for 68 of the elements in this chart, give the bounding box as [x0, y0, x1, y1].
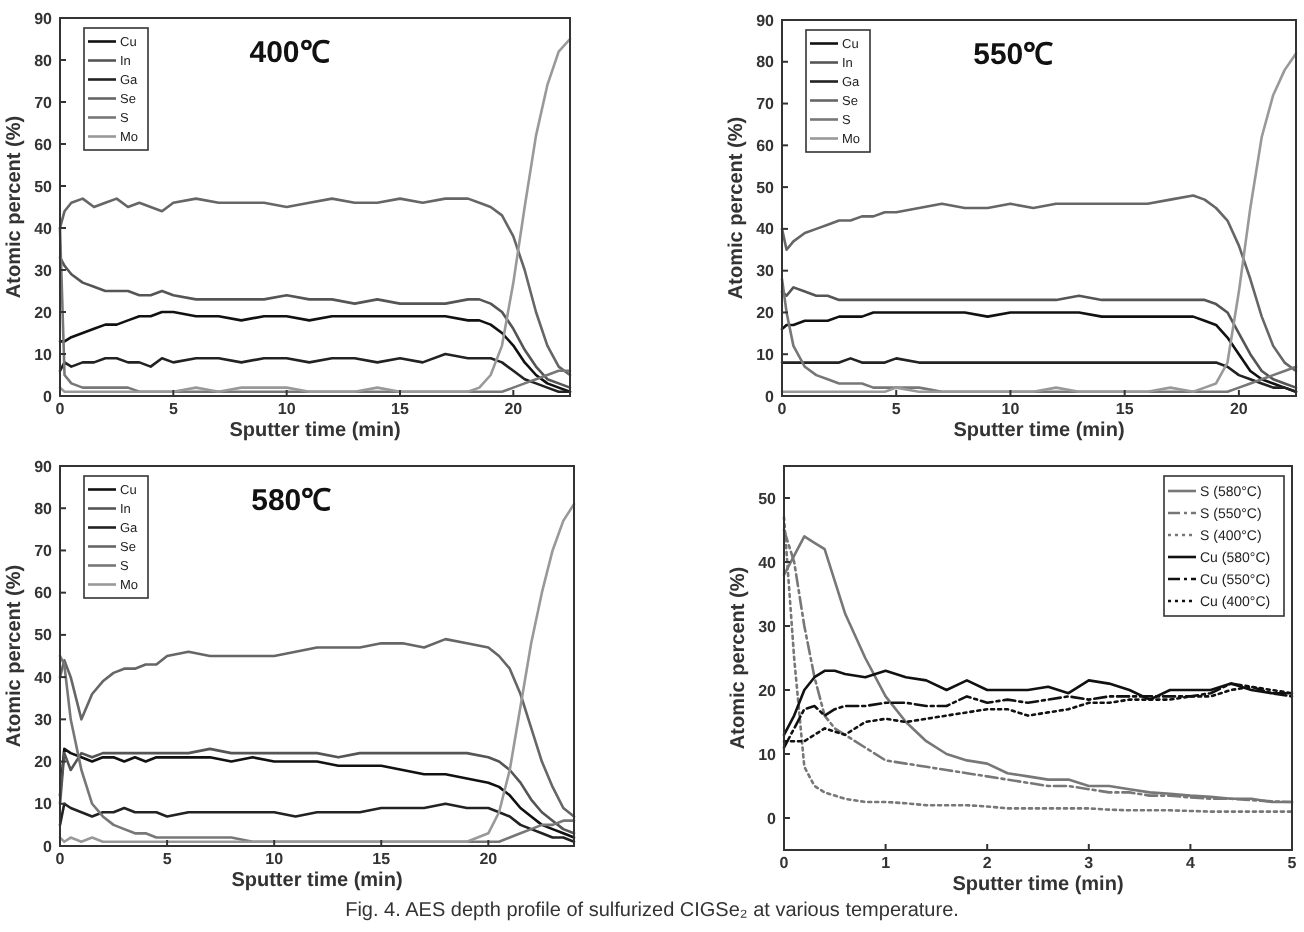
y-tick-label: 40 [34, 668, 54, 687]
y-tick-label: 50 [34, 177, 54, 196]
y-tick-label: 20 [758, 681, 778, 700]
y-tick-label: 10 [34, 795, 54, 814]
x-tick-label: 15 [391, 400, 410, 418]
x-tick-label: 3 [1084, 854, 1095, 872]
y-tick-label: 0 [43, 837, 54, 856]
x-tick-label: 10 [277, 400, 297, 418]
x-tick-label: 5 [891, 400, 902, 418]
caption: Fig. 4. AES depth profile of sulfurized CIGSe₂ at various temperature. [345, 900, 959, 922]
y-axis-title: Atomic percent (%) [4, 115, 26, 299]
y-tick-label: 0 [765, 387, 776, 406]
x-tick-label: 20 [479, 850, 499, 868]
x-tick-label: 5 [1287, 854, 1298, 872]
text: 580℃ [251, 484, 332, 518]
y-tick-label: 0 [43, 387, 54, 406]
y-tick-label: 70 [34, 93, 54, 112]
x-axis-title: Sputter time (min) [953, 420, 1125, 442]
y-tick-label: 0 [767, 809, 778, 828]
y-axis-title: Atomic percent (%) [4, 564, 26, 748]
y-tick-label: 40 [756, 220, 776, 239]
x-tick-label: 15 [372, 850, 392, 868]
y-tick-label: 60 [756, 136, 776, 155]
y-tick-label: 30 [758, 617, 778, 636]
text: 400℃ [249, 36, 330, 70]
y-tick-label: 10 [756, 345, 776, 364]
x-tick-label: 1 [881, 854, 892, 872]
x-tick-label: 4 [1185, 854, 1196, 872]
y-tick-label: 60 [34, 135, 54, 154]
y-tick-label: 50 [758, 489, 778, 508]
y-tick-label: 90 [34, 457, 54, 476]
x-tick-label: 0 [55, 850, 66, 868]
x-tick-label: 15 [1115, 400, 1135, 418]
y-tick-label: 90 [756, 11, 776, 30]
y-tick-label: 90 [34, 9, 54, 28]
y-tick-label: 70 [34, 542, 54, 561]
y-tick-label: 20 [34, 753, 54, 772]
x-tick-label: 10 [265, 850, 285, 868]
y-tick-label: 40 [34, 219, 54, 238]
y-tick-label: 10 [34, 345, 54, 364]
x-tick-label: 2 [982, 854, 993, 872]
x-tick-label: 20 [1229, 400, 1249, 418]
y-axis-title: Atomic percent (%) [728, 566, 750, 750]
x-axis-title: Sputter time (min) [231, 870, 403, 892]
y-axis-title: Atomic percent (%) [726, 116, 748, 300]
y-tick-label: 10 [758, 745, 778, 764]
y-tick-label: 30 [34, 710, 54, 729]
x-tick-label: 0 [55, 400, 66, 418]
y-tick-label: 80 [756, 53, 776, 72]
y-tick-label: 80 [34, 499, 54, 518]
text: 550℃ [973, 38, 1054, 72]
x-tick-label: 5 [162, 850, 173, 868]
y-tick-label: 30 [756, 262, 776, 281]
y-tick-label: 50 [756, 178, 776, 197]
y-tick-label: 40 [758, 553, 778, 572]
y-tick-label: 50 [34, 626, 54, 645]
y-tick-label: 30 [34, 261, 54, 280]
x-axis-title: Sputter time (min) [952, 874, 1124, 896]
x-tick-label: 10 [1001, 400, 1021, 418]
x-tick-label: 20 [504, 400, 524, 418]
y-tick-label: 20 [34, 303, 54, 322]
y-tick-label: 80 [34, 51, 54, 70]
x-tick-label: 5 [168, 400, 179, 418]
x-axis-title: Sputter time (min) [229, 420, 401, 442]
y-tick-label: 20 [756, 304, 776, 323]
x-tick-label: 0 [779, 854, 790, 872]
y-tick-label: 60 [34, 584, 54, 603]
y-tick-label: 70 [756, 95, 776, 114]
